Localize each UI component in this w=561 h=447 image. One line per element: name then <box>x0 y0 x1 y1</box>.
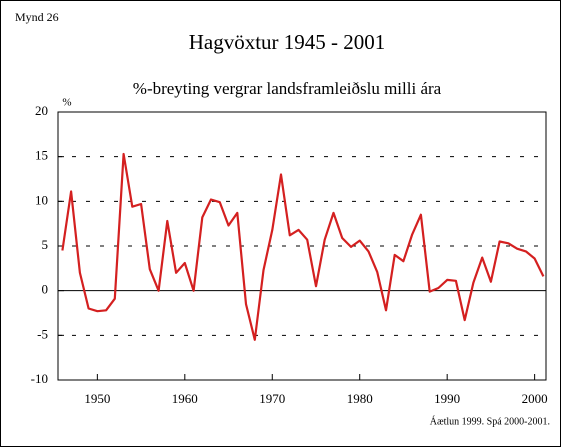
chart-title: Hagvöxtur 1945 - 2001 <box>189 30 386 54</box>
x-tick-label: 1980 <box>347 391 373 406</box>
y-axis-label: % <box>62 97 71 109</box>
x-tick-label: 2000 <box>522 391 548 406</box>
y-tick-label: -5 <box>37 326 48 341</box>
chart-subtitle: %-breyting vergrar landsframleiðslu mill… <box>133 79 442 98</box>
y-tick-label: 0 <box>42 282 49 297</box>
note: Áætlun 1999. Spá 2000-2001. <box>430 415 550 427</box>
y-tick-label: 20 <box>35 103 48 118</box>
data-line <box>61 152 545 341</box>
y-tick-label: 10 <box>35 192 48 207</box>
y-tick-label: 15 <box>35 148 48 163</box>
y-tick-label: -10 <box>31 371 48 386</box>
x-tick-label: 1970 <box>259 391 285 406</box>
y-tick-label: 5 <box>42 237 49 252</box>
x-tick-label: 1950 <box>84 391 110 406</box>
figure-label: Mynd 26 <box>15 10 59 24</box>
x-tick-label: 1990 <box>434 391 460 406</box>
x-tick-label: 1960 <box>172 391 198 406</box>
plot-frame <box>57 111 547 381</box>
